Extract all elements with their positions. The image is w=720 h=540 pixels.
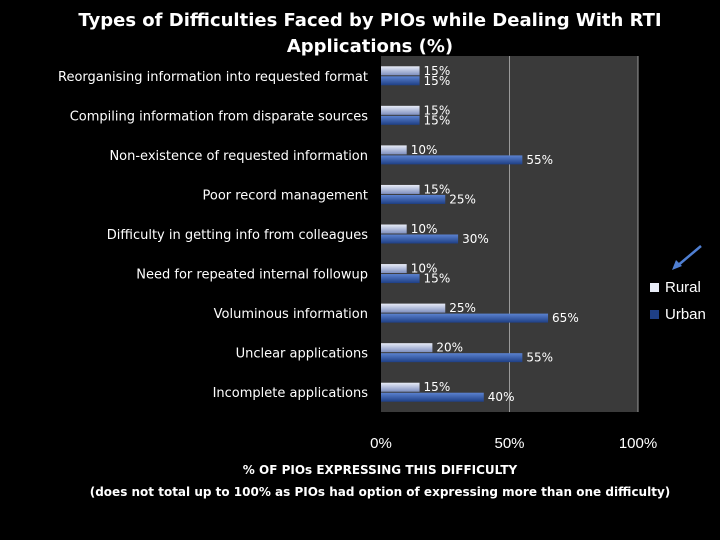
category-label: Voluminous information: [214, 307, 368, 322]
arrow-pointer-icon: [672, 245, 702, 270]
bar-urban: [381, 234, 459, 244]
bar-rural: [381, 224, 407, 234]
category-label: Compiling information from disparate sou…: [70, 109, 369, 124]
bar-rural: [381, 66, 420, 76]
category-label: Poor record management: [202, 188, 368, 203]
bar-rural: [381, 145, 407, 155]
data-label-urban: 15%: [424, 74, 451, 88]
bar-rural: [381, 343, 433, 353]
data-label-rural: 25%: [449, 301, 476, 315]
category-label: Reorganising information into requested …: [58, 70, 368, 85]
category-label: Difficulty in getting info from colleagu…: [107, 228, 368, 243]
data-label-urban: 40%: [488, 390, 515, 404]
x-tick-label: 50%: [494, 435, 524, 452]
data-label-rural: 10%: [411, 222, 438, 236]
category-label: Unclear applications: [236, 347, 369, 362]
bar-urban: [381, 353, 523, 363]
data-label-urban: 65%: [552, 311, 579, 325]
legend-item-rural: Rural: [650, 279, 701, 296]
x-axis-label: % OF PIOs EXPRESSING THIS DIFFICULTY: [242, 463, 518, 477]
data-label-urban: 15%: [424, 113, 451, 127]
bar-urban: [381, 115, 420, 125]
data-label-rural: 15%: [424, 64, 451, 78]
data-label-urban: 30%: [462, 232, 489, 246]
bar-rural: [381, 303, 446, 313]
data-label-rural: 10%: [411, 262, 438, 276]
category-label: Need for repeated internal followup: [136, 268, 368, 283]
bar-rural: [381, 184, 420, 194]
chart-title: Types of Difficulties Faced by PIOs whil…: [78, 10, 662, 57]
data-label-rural: 15%: [424, 103, 451, 117]
x-tick-label: 100%: [619, 435, 657, 452]
bar-urban: [381, 274, 420, 284]
data-label-urban: 25%: [449, 192, 476, 206]
data-label-rural: 15%: [424, 182, 451, 196]
bar-rural: [381, 264, 407, 274]
bar-urban: [381, 392, 484, 402]
category-label: Incomplete applications: [213, 386, 369, 401]
bar-urban: [381, 155, 523, 165]
data-label-rural: 15%: [424, 380, 451, 394]
bar-urban: [381, 194, 446, 204]
legend-label-urban: Urban: [665, 306, 706, 323]
category-label: Non-existence of requested information: [109, 149, 368, 164]
bar-urban: [381, 313, 549, 323]
bar-rural: [381, 382, 420, 392]
chart-footnote: (does not total up to 100% as PIOs had o…: [89, 485, 671, 499]
bar-rural: [381, 105, 420, 115]
data-label-rural: 20%: [436, 341, 463, 355]
data-label-rural: 10%: [411, 143, 438, 157]
data-label-urban: 15%: [424, 272, 451, 286]
legend-swatch-rural: [650, 283, 659, 292]
legend-swatch-urban: [650, 310, 659, 319]
legend-label-rural: Rural: [665, 279, 701, 296]
data-label-urban: 55%: [526, 153, 553, 167]
data-label-urban: 55%: [526, 351, 553, 365]
bar-urban: [381, 76, 420, 86]
legend-item-urban: Urban: [650, 306, 706, 323]
x-tick-label: 0%: [370, 435, 392, 452]
